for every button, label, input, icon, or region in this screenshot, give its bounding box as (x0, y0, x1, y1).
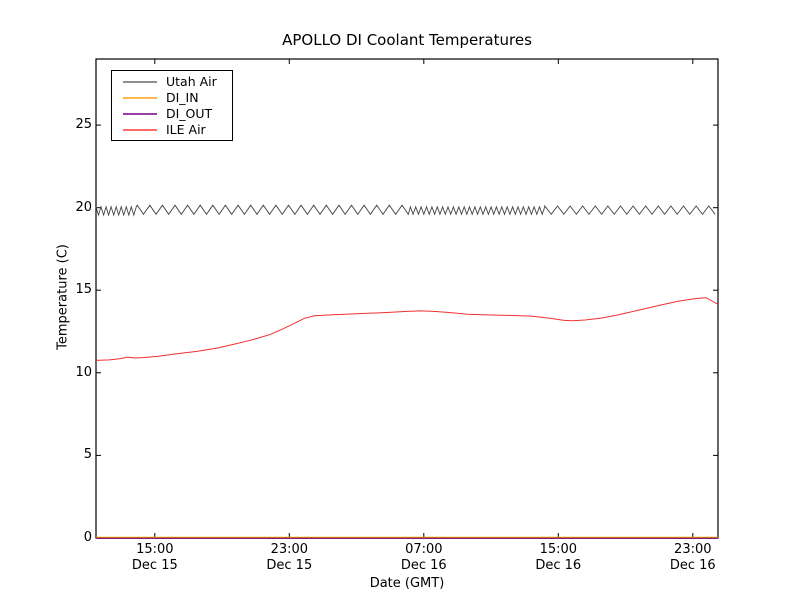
x-tick-label: 15:00 Dec 16 (518, 542, 598, 574)
series-utah-air (95, 204, 716, 217)
x-tick-label: 07:00 Dec 16 (384, 542, 464, 574)
x-tick-label: 23:00 Dec 15 (249, 542, 329, 574)
x-tick-date: Dec 15 (266, 558, 313, 573)
legend-line-sample (123, 97, 157, 99)
legend-line-sample (123, 113, 157, 115)
legend-item: Utah Air (123, 74, 228, 90)
y-tick-label: 15 (75, 282, 92, 298)
x-tick-time: 15:00 (136, 542, 174, 557)
y-tick-label: 5 (83, 447, 92, 463)
chart-title: APOLLO DI Coolant Temperatures (282, 31, 532, 49)
x-tick-time: 15:00 (539, 542, 578, 557)
x-tick-time: 23:00 (270, 542, 309, 557)
x-tick-time: 23:00 (674, 542, 712, 557)
legend-items: Utah Air DI_IN DI_OUT ILE Air (123, 74, 228, 138)
legend-item-label: Utah Air (166, 74, 217, 89)
x-tick-label: 23:00 Dec 16 (653, 542, 733, 574)
legend-item: DI_OUT (123, 106, 228, 122)
x-tick-label: 15:00 Dec 15 (115, 542, 195, 574)
x-axis-label: Date (GMT) (369, 576, 445, 591)
y-tick-label: 20 (75, 199, 92, 215)
y-tick-label: 25 (75, 117, 92, 133)
y-tick-label: 10 (75, 364, 92, 380)
y-tick-label: 0 (83, 530, 92, 545)
x-tick-date: Dec 16 (669, 558, 716, 573)
x-tick-date: Dec 16 (400, 558, 447, 573)
series-ile-air (95, 297, 719, 361)
legend-item-label: ILE Air (166, 122, 206, 137)
legend-line-sample (123, 129, 157, 131)
x-tick-date: Dec 16 (535, 558, 582, 573)
x-tick-time: 07:00 (405, 542, 443, 557)
legend: Utah Air DI_IN DI_OUT ILE Air (111, 70, 233, 141)
x-tick-date: Dec 15 (131, 558, 178, 573)
legend-item-label: DI_IN (166, 90, 199, 105)
legend-item: DI_IN (123, 90, 228, 106)
legend-item: ILE Air (123, 122, 228, 138)
legend-item-label: DI_OUT (166, 106, 213, 121)
legend-line-sample (123, 81, 157, 83)
